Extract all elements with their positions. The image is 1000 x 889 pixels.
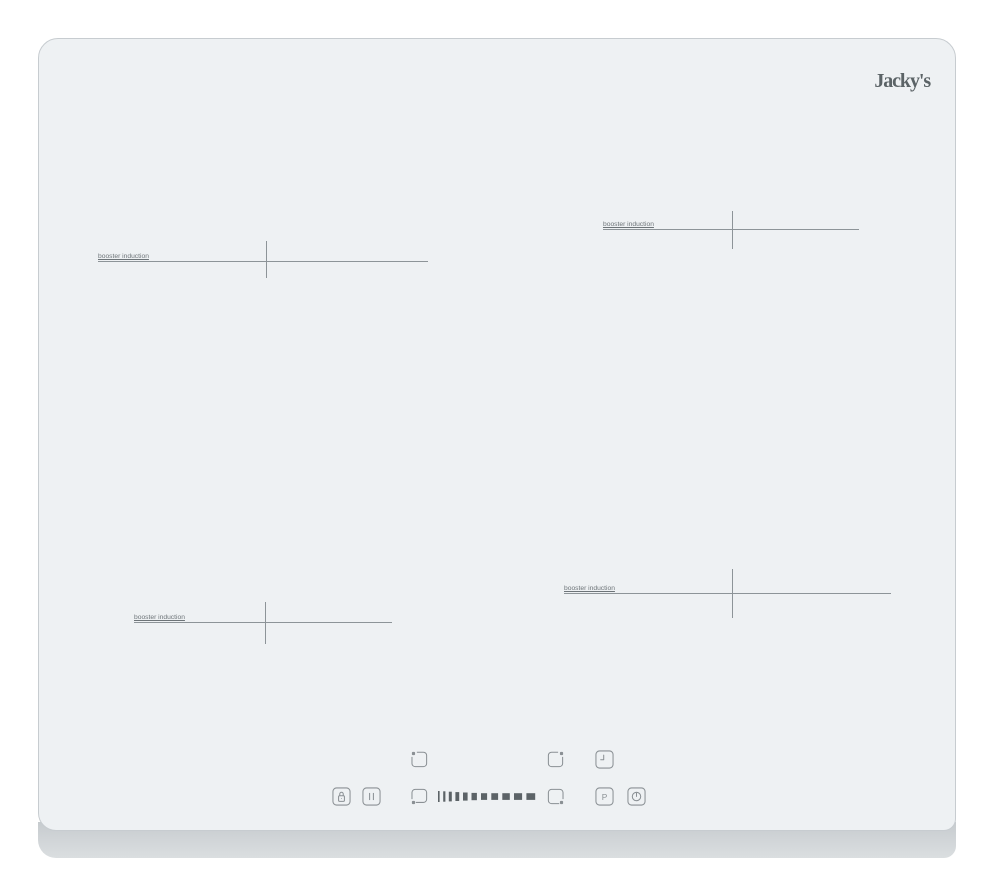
svg-text:P: P: [602, 792, 608, 802]
